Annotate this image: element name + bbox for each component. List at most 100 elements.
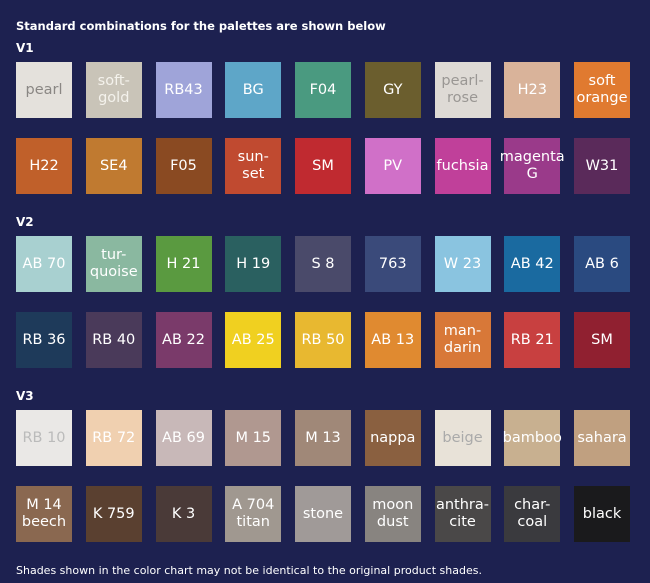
swatch: black [574,486,630,542]
swatch-label: beech [21,514,67,530]
swatch: H22 [16,138,72,194]
swatch-label: M 13 [305,429,341,446]
swatch: soft-gold [85,62,142,118]
swatch: man-darin [434,312,491,368]
swatch: S 8 [295,236,351,292]
swatch: H 21 [155,236,212,292]
swatch-label: beige [442,429,483,446]
swatch-label: magenta [499,149,565,165]
swatch: RB 36 [16,312,72,368]
swatch-label: soft [588,73,616,89]
swatch-label: K 759 [92,505,135,522]
swatch-label: sahara [577,429,627,446]
swatch: AB 70 [16,236,72,292]
swatch-label: fuchsia [436,157,489,174]
swatch-label: cite [449,514,476,530]
swatch-label: G [526,166,538,182]
swatch-label: RB43 [164,81,203,98]
swatch: F05 [155,138,212,194]
swatch-label: coal [517,514,548,530]
swatch-label: soft- [97,73,130,89]
swatch: RB 72 [85,410,142,466]
swatch-label: H 19 [236,255,271,272]
swatch-label: GY [383,81,403,98]
swatch: tur-quoise [85,236,142,292]
swatch-label: AB 25 [231,331,275,348]
swatch-label: char- [514,497,551,513]
footnote: Shades shown in the color chart may not … [16,564,482,577]
swatch-label: BG [242,81,264,98]
swatch: AB 13 [364,312,421,368]
swatch-label: RB 50 [301,331,345,348]
swatch: PV [364,138,421,194]
swatch-label: man- [443,323,482,339]
swatch: M 13 [295,410,351,466]
swatch: H 19 [225,236,282,292]
swatch: magenta G [500,138,565,194]
swatch-label: set [242,166,265,182]
swatch: AB 6 [574,236,630,292]
swatch-label: darin [443,340,482,356]
section-title: V2 [16,215,34,229]
swatch-label: A 704 [232,497,275,513]
swatch-label: bamboo [502,429,562,446]
swatch-label: SM [591,331,613,348]
swatch-label: rose [447,90,478,106]
swatch-label: orange [576,90,628,106]
swatch: stone [295,486,351,542]
swatch-label: RB 72 [92,429,136,446]
swatch-label: 763 [378,255,407,272]
swatch-label: moon [372,497,414,513]
swatch-label: S 8 [311,255,335,272]
swatch-label: SE4 [99,157,128,174]
swatch: H23 [504,62,561,118]
swatch-label: AB 13 [371,331,415,348]
swatch-label: F05 [170,157,197,174]
swatch: K 3 [155,486,212,542]
swatch: SM [574,312,630,368]
swatch: RB 50 [295,312,351,368]
swatch: AB 42 [504,236,561,292]
swatch: GY [364,62,421,118]
swatch-label: RB 10 [22,429,66,446]
swatch: soft orange [574,62,630,118]
swatch-label: H23 [517,81,547,98]
swatch-label: H 21 [166,255,201,272]
section-title: V3 [16,389,34,403]
swatch-label: RB 21 [510,331,554,348]
swatch-label: titan [236,514,270,530]
swatch: fuchsia [434,138,491,194]
swatch: BG [225,62,282,118]
swatch-label: sun- [237,149,269,165]
swatch: K 759 [85,486,142,542]
swatch-label: quoise [89,264,138,280]
swatch: bamboo [502,410,562,466]
swatch-label: F04 [309,81,337,98]
swatch-label: W 23 [443,255,482,272]
swatch-label: RB 40 [92,331,136,348]
swatch: AB 22 [155,312,212,368]
swatch: 763 [364,236,421,292]
page-title: Standard combinations for the palettes a… [16,19,386,33]
swatch-label: pearl [25,81,63,98]
swatch-label: gold [98,90,130,106]
swatch-label: H22 [29,157,59,174]
swatch: RB 40 [85,312,142,368]
swatch: beige [434,410,491,466]
swatch: pearl-rose [434,62,491,118]
swatch: M 15 [225,410,282,466]
swatch: anthra-cite [434,486,491,542]
swatch: W31 [574,138,630,194]
swatch: char-coal [504,486,561,542]
swatch-label: K 3 [171,505,196,522]
swatch: sun-set [225,138,282,194]
swatch-label: RB 36 [22,331,66,348]
swatch-label: M 15 [235,429,272,446]
swatch-label: nappa [370,429,416,446]
swatch: M 14 beech [16,486,72,542]
swatch-label: AB 70 [22,255,66,272]
swatch-label: AB 22 [162,331,205,348]
swatch-label: M 14 [26,497,62,513]
swatch: AB 25 [225,312,282,368]
swatch-label: black [582,505,622,522]
